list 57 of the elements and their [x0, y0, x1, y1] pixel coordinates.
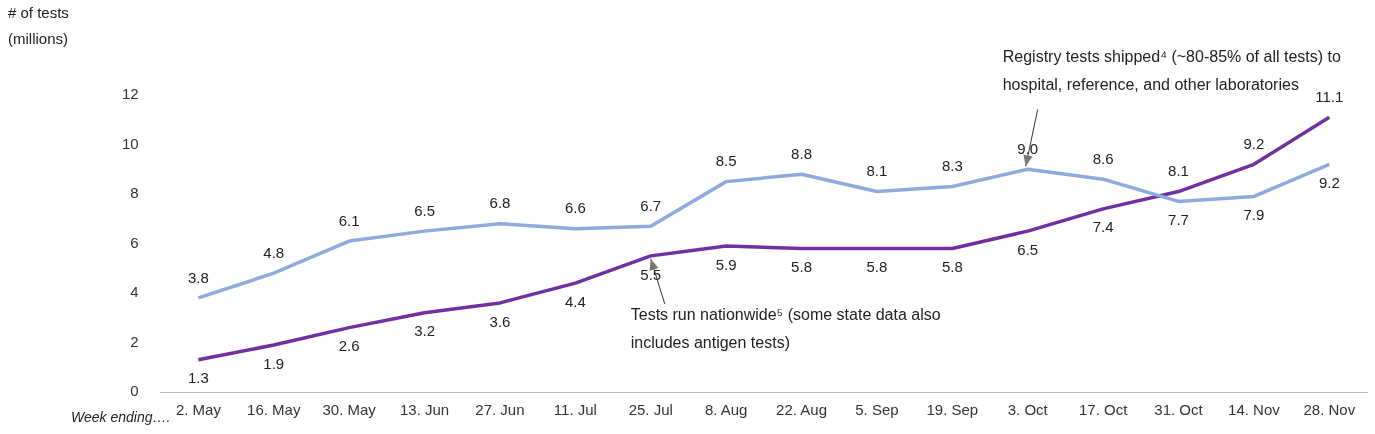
data-label: 9.2 — [1243, 134, 1265, 152]
data-label: 5.8 — [791, 258, 812, 276]
data-label: 7.4 — [1092, 218, 1114, 236]
data-label: 8.1 — [1168, 162, 1189, 180]
annotation: Tests run nationwide⁵ (some state data also includes antigen tests) — [630, 306, 941, 352]
data-label: 5.8 — [941, 258, 963, 276]
x-tick-label: 14. Nov — [1228, 401, 1281, 419]
y-tick-label: 10 — [122, 134, 139, 152]
y-tick-label: 12 — [122, 85, 139, 103]
data-label: 4.8 — [263, 243, 285, 261]
x-tick-label: 2. May — [175, 401, 222, 419]
x-tick-label: 27. Jun — [475, 401, 525, 419]
y-tick-label: 4 — [130, 283, 139, 301]
data-label: 1.9 — [263, 354, 285, 372]
data-label: 1.3 — [187, 369, 209, 387]
x-tick-label: 3. Oct — [1007, 401, 1049, 419]
data-label: 6.8 — [489, 194, 511, 212]
data-label: 6.7 — [640, 196, 662, 214]
data-label: 8.5 — [715, 152, 737, 170]
x-axis-title: Week ending…. — [71, 408, 171, 425]
x-tick-label: 16. May — [247, 401, 301, 419]
y-tick-label: 6 — [130, 233, 139, 251]
data-label: 9.0 — [1017, 139, 1039, 157]
data-label: 8.6 — [1092, 149, 1114, 167]
data-label: 4.4 — [564, 292, 586, 310]
data-label: 5.8 — [866, 258, 888, 276]
x-tick-label: 22. Aug — [776, 401, 827, 419]
data-label: 6.5 — [414, 201, 435, 219]
x-tick-label: 5. Sep — [855, 401, 899, 419]
data-label: 6.1 — [338, 211, 360, 229]
data-label: 8.8 — [791, 144, 812, 162]
data-label: 5.9 — [715, 255, 737, 273]
data-label: 6.6 — [564, 199, 586, 217]
y-tick-label: 2 — [130, 332, 139, 350]
x-tick-label: 17. Oct — [1078, 401, 1129, 419]
x-tick-label: 19. Sep — [926, 401, 979, 419]
data-label: 9.2 — [1318, 173, 1340, 191]
y-tick-label: 0 — [130, 382, 139, 400]
data-label: 5.5 — [640, 265, 662, 283]
y-axis-title: # of tests (millions) — [8, 3, 69, 47]
x-tick-label: 8. Aug — [704, 401, 748, 419]
data-label: 7.9 — [1243, 206, 1265, 224]
x-tick-label: 30. May — [322, 401, 377, 419]
data-label: 8.1 — [866, 162, 888, 180]
data-label: 3.2 — [414, 322, 435, 340]
x-tick-label: 31. Oct — [1154, 401, 1204, 419]
y-tick-label: 8 — [130, 184, 139, 202]
data-label: 8.3 — [941, 157, 963, 175]
data-label: 3.6 — [489, 312, 511, 330]
data-label: 6.5 — [1017, 240, 1039, 258]
data-label: 7.7 — [1168, 211, 1189, 229]
x-tick-label: 28. Nov — [1303, 401, 1356, 419]
x-tick-label: 11. Jul — [553, 401, 597, 419]
data-label: 3.8 — [187, 268, 209, 286]
x-tick-label: 25. Jul — [628, 401, 673, 419]
x-tick-label: 13. Jun — [399, 401, 450, 419]
data-label: 2.6 — [338, 337, 360, 355]
